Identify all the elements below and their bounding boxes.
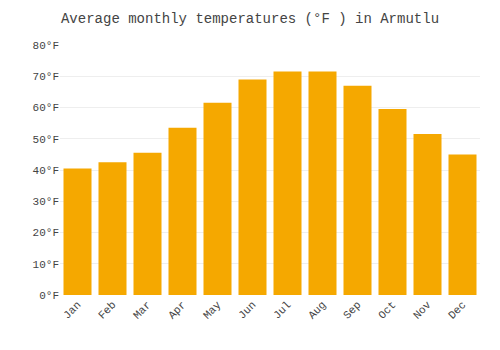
svg-text:70°F: 70°F [33, 71, 59, 83]
svg-text:Apr: Apr [166, 299, 188, 321]
svg-text:Jul: Jul [271, 299, 293, 321]
svg-text:80°F: 80°F [33, 40, 59, 52]
svg-text:60°F: 60°F [33, 102, 59, 114]
svg-text:Jan: Jan [61, 299, 83, 321]
svg-text:Jun: Jun [236, 299, 258, 321]
svg-text:50°F: 50°F [33, 134, 59, 146]
svg-text:Oct: Oct [376, 299, 398, 321]
svg-text:Aug: Aug [306, 299, 328, 321]
svg-text:Dec: Dec [446, 299, 468, 321]
svg-text:20°F: 20°F [33, 227, 59, 239]
svg-text:Nov: Nov [411, 299, 434, 322]
svg-text:40°F: 40°F [33, 165, 59, 177]
svg-text:May: May [201, 299, 224, 322]
svg-text:30°F: 30°F [33, 196, 59, 208]
svg-text:0°F: 0°F [39, 290, 59, 302]
svg-text:Average monthly temperatures (: Average monthly temperatures (°F ) in Ar… [61, 11, 439, 27]
svg-text:Sep: Sep [341, 299, 363, 321]
svg-text:Mar: Mar [131, 299, 153, 321]
svg-text:10°F: 10°F [33, 259, 59, 271]
svg-text:Feb: Feb [96, 299, 118, 321]
